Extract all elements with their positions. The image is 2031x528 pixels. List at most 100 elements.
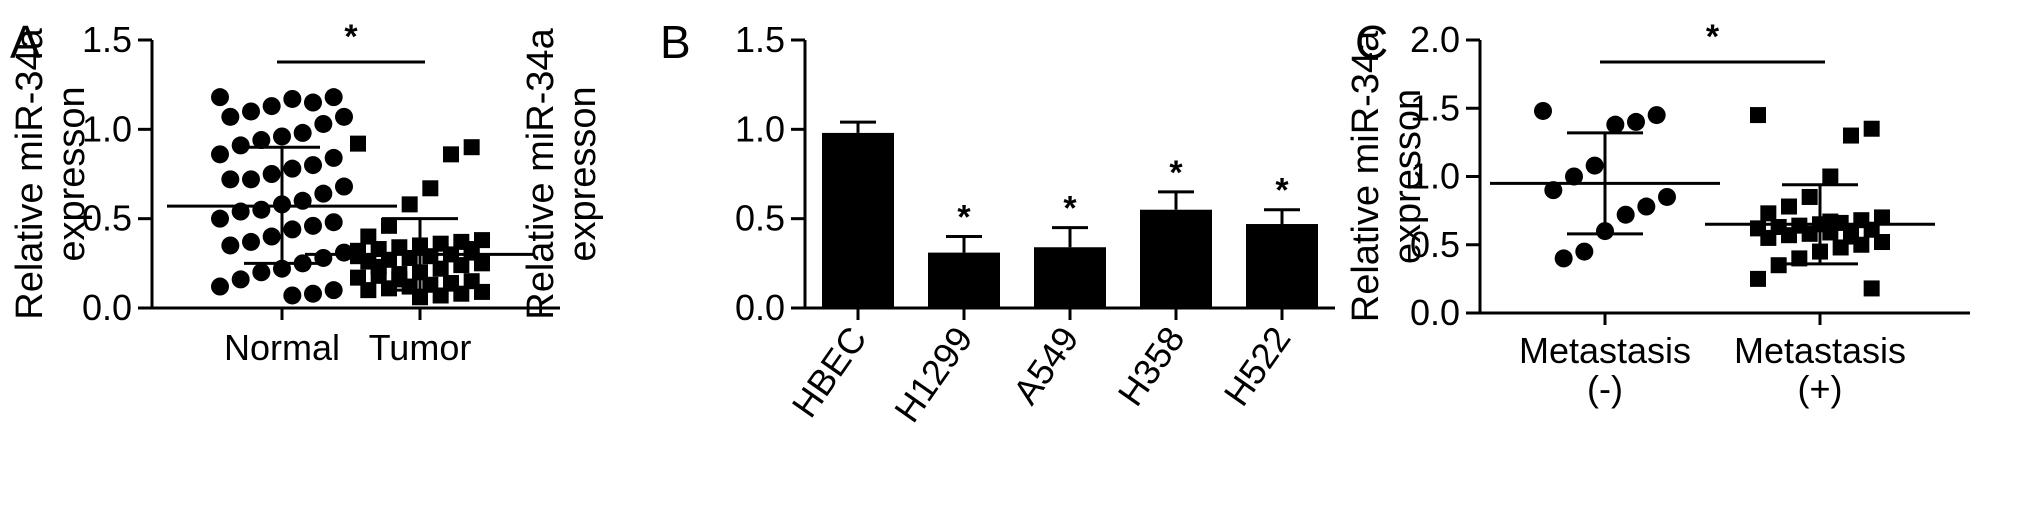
data-point [1822,168,1839,185]
y-tick-label: 0.0 [1410,292,1460,333]
data-point [324,148,343,167]
data-point [1565,167,1583,186]
panel-letter-b: B [660,16,691,68]
data-point [1874,234,1890,251]
data-point [381,217,397,234]
y-tick-label: 0.5 [1410,224,1460,265]
x-category-label: Tumor [369,327,472,368]
y-tick-label: 2.0 [1410,19,1460,60]
data-point [422,248,439,265]
data-point [350,135,366,152]
y-tick-label: 0.5 [82,198,132,239]
data-point [443,146,459,163]
data-point [350,248,366,265]
data-point [474,255,490,272]
data-point [453,285,470,302]
panel-letter-a: A [10,16,41,68]
data-point [1863,120,1880,137]
y-tick-label: 0.0 [735,287,785,328]
data-point [1822,213,1839,230]
data-point [252,131,271,150]
data-point [1554,249,1573,268]
data-point [422,180,439,197]
y-tick-label: 1.0 [735,108,785,149]
data-point [1627,112,1645,131]
data-point [221,236,240,255]
data-point [242,170,260,189]
panel-c: 0.0 0.5 1.0 1.5 2.0 Relative miR-34a expresson… [1345,18,1970,409]
significance-star: * [344,18,358,56]
data-point [1863,280,1880,297]
y-axis-label: Relative miR-34a [1345,30,1387,322]
data-point [1544,181,1563,200]
y-tick-label: 1.5 [735,19,785,60]
y-axis-label: expresson [562,86,604,261]
x-category-label: Metastasis [1519,330,1691,371]
data-point [304,216,322,235]
bar [1246,224,1318,308]
data-point [1874,209,1890,226]
data-point [391,271,408,288]
data-point [1750,107,1766,124]
data-point [304,156,322,175]
data-point [335,243,353,262]
data-point [262,97,281,116]
y-axis-label: Relative miR-34a [520,27,562,319]
data-point [370,258,387,275]
data-point [252,263,271,282]
data-point [314,114,333,133]
data-point [252,200,271,219]
data-point [1750,270,1766,287]
y-tick-label: 0.5 [735,198,785,239]
data-point [432,260,449,277]
x-category-label: H522 [1216,319,1299,413]
data-point [242,232,260,251]
y-tick-label: 1.5 [1410,87,1460,128]
panel-letter-c: C [1355,16,1388,68]
data-point [412,289,428,306]
data-point [1781,198,1797,215]
data-point [304,93,322,112]
bar [928,252,1000,308]
data-point [453,257,470,274]
data-point [221,107,240,126]
data-point [242,102,260,121]
data-point [1760,229,1777,246]
data-point [1801,225,1818,242]
data-point [1781,227,1797,244]
significance-star: * [957,199,971,237]
data-point [304,284,322,303]
data-point [283,89,302,108]
data-point [1770,257,1787,274]
data-point [283,159,302,178]
data-point [1606,115,1625,134]
data-point [211,145,229,164]
bar [1140,209,1212,308]
significance-star: * [1706,18,1720,56]
data-point [283,220,302,239]
x-category-label: HBEC [784,319,875,424]
y-tick-label: 1.5 [82,19,132,60]
data-point [324,213,343,232]
x-category-label: H1299 [886,319,980,429]
data-point [1637,197,1656,216]
data-point [231,270,250,289]
x-category-label: Normal [224,327,340,368]
data-point [273,127,291,146]
y-tick-label: 0.0 [82,287,132,328]
x-category-label: A549 [1005,319,1087,411]
data-point [262,227,281,246]
y-axis-label: expresson [51,86,93,261]
data-point [1658,187,1676,206]
data-point [360,282,377,299]
data-point [231,136,250,155]
data-point [463,139,480,156]
x-category-label: (+) [1798,368,1843,409]
panel-a: 0.0 0.5 1.0 1.5 Relative miR-34a expresson Nor… [9,18,560,368]
data-point [221,170,240,189]
data-point [324,88,343,107]
y-tick-label: 1.0 [82,108,132,149]
data-point [1585,156,1604,175]
data-point [335,177,353,196]
